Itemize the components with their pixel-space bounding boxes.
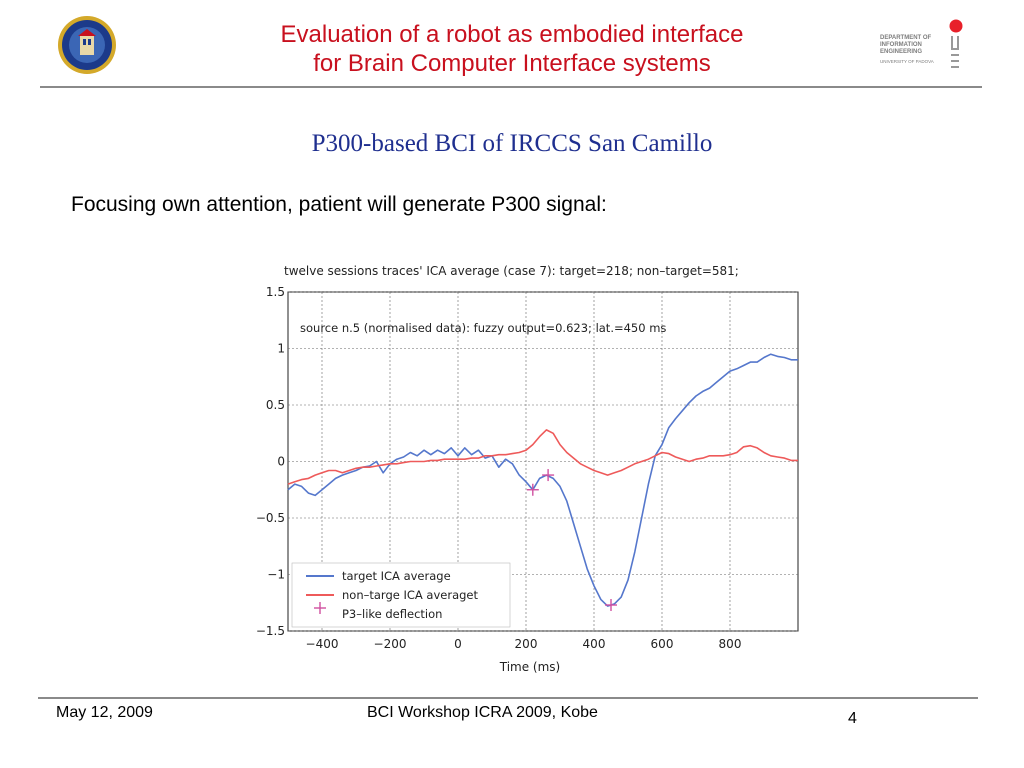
legend-label-p3: P3–like deflection bbox=[342, 607, 442, 621]
p3-marker bbox=[526, 483, 539, 496]
intro-text: Focusing own attention, patient will gen… bbox=[71, 193, 607, 216]
p300-chart: twelve sessions traces' ICA average (cas… bbox=[248, 258, 808, 678]
slide-subtitle: P300-based BCI of IRCCS San Camillo bbox=[311, 130, 713, 157]
page-number: 4 bbox=[848, 710, 857, 727]
x-tick-label: −200 bbox=[374, 637, 407, 651]
y-tick-label: −1 bbox=[267, 568, 285, 582]
x-tick-label: 800 bbox=[719, 637, 742, 651]
chart-svg: twelve sessions traces' ICA average (cas… bbox=[256, 264, 799, 674]
footer-date: May 12, 2009 bbox=[56, 704, 153, 721]
x-tick-label: 600 bbox=[651, 637, 674, 651]
x-tick-label: −400 bbox=[306, 637, 339, 651]
series-line-1 bbox=[287, 429, 798, 485]
marker-layer bbox=[526, 469, 617, 612]
header-divider bbox=[40, 86, 982, 88]
y-tick-label: 1.5 bbox=[266, 285, 285, 299]
dept-logo-mark-icon bbox=[949, 19, 963, 68]
university-seal-icon bbox=[57, 15, 117, 75]
slide-header-title: Evaluation of a robot as embodied interf… bbox=[170, 20, 854, 78]
legend-label-nontarget: non–targe ICA averaget bbox=[342, 588, 478, 602]
grid-layer bbox=[288, 291, 798, 632]
legend-marker-p3 bbox=[314, 602, 326, 614]
footer-divider bbox=[38, 697, 978, 699]
x-tick-label: 200 bbox=[515, 637, 538, 651]
y-tick-label: 0 bbox=[277, 455, 285, 469]
p3-marker bbox=[605, 599, 617, 612]
chart-title: twelve sessions traces' ICA average (cas… bbox=[284, 264, 739, 278]
x-tick-label: 400 bbox=[583, 637, 606, 651]
header-title-line1: Evaluation of a robot as embodied interf… bbox=[280, 21, 744, 48]
y-tick-label: −1.5 bbox=[256, 624, 285, 638]
x-axis-label: Time (ms) bbox=[499, 660, 561, 674]
header-title-line2: for Brain Computer Interface systems bbox=[313, 50, 711, 77]
legend: target ICA average non–targe ICA average… bbox=[291, 562, 511, 628]
legend-label-target: target ICA average bbox=[342, 569, 451, 583]
series-layer bbox=[287, 353, 798, 607]
y-tick-label: 1 bbox=[277, 342, 285, 356]
x-tick-label: 0 bbox=[454, 637, 462, 651]
dept-logo-line4: UNIVERSITY OF PADOVA bbox=[880, 59, 934, 64]
y-tick-label: 0.5 bbox=[266, 398, 285, 412]
chart-annotation: source n.5 (normalised data): fuzzy outp… bbox=[300, 321, 666, 335]
footer-event: BCI Workshop ICRA 2009, Kobe bbox=[367, 704, 598, 721]
p3-marker bbox=[542, 469, 555, 482]
department-logo: DEPARTMENT OF INFORMATION ENGINEERING UN… bbox=[880, 18, 970, 74]
dept-logo-line1: DEPARTMENT OF bbox=[880, 35, 932, 41]
dept-logo-line3: ENGINEERING bbox=[880, 49, 923, 55]
dept-logo-line2: INFORMATION bbox=[880, 42, 922, 48]
series-line-0 bbox=[287, 353, 798, 607]
y-tick-label: −0.5 bbox=[256, 511, 285, 525]
tick-layer: −400 −200 0 200 400 600 800 1.5 1 0.5 0 −0.5 −1 −1.5 bbox=[256, 285, 742, 651]
